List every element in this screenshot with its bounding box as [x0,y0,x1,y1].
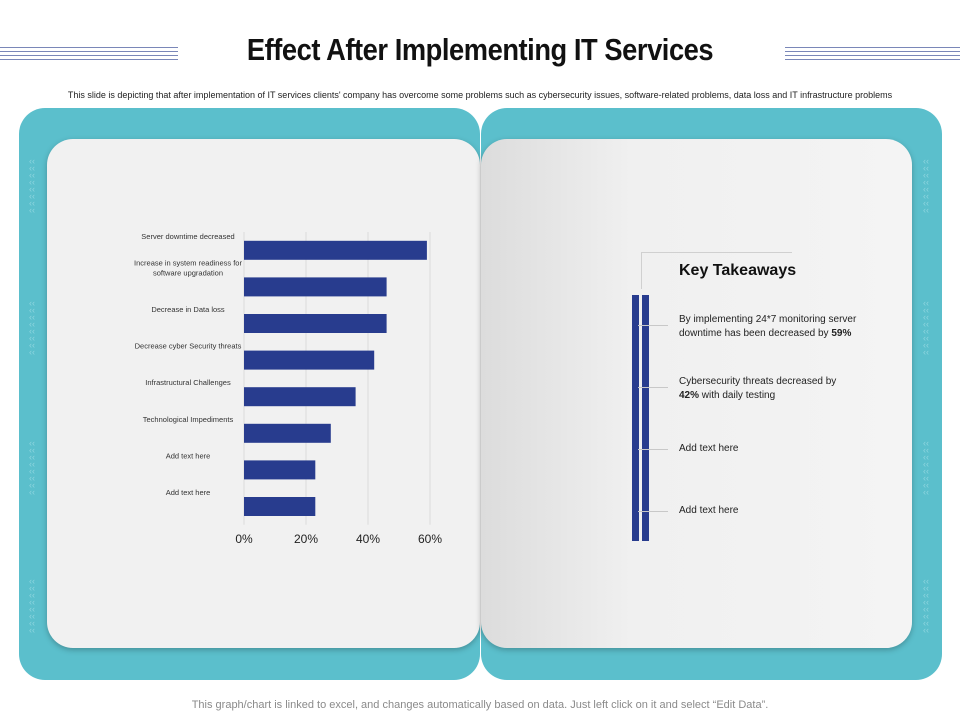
bar [244,240,427,260]
takeaway-item-3: Add text here [679,443,739,454]
takeaways-frame [641,252,792,289]
x-tick-label: 40% [356,532,380,546]
connector-line [638,511,668,512]
takeaway-item-4: Add text here [679,505,739,516]
page-subtitle: This slide is depicting that after imple… [67,90,893,100]
takeaway-1-text: By implementing 24*7 monitoring server d… [679,314,857,339]
category-label: Infrastructural Challenges [145,378,231,387]
x-tick-label: 20% [294,532,318,546]
category-label: Increase in system readiness for [134,258,242,267]
category-label: Add text here [166,451,211,460]
bar [244,497,316,516]
chevron-decoration-icon: ‹‹ ‹‹ ‹‹ ‹‹ ‹‹ ‹‹ ‹‹ ‹‹ [29,438,35,497]
chevron-decoration-icon: ‹‹ ‹‹ ‹‹ ‹‹ ‹‹ ‹‹ ‹‹ ‹‹ [29,576,35,635]
category-label: Technological Impediments [143,415,234,424]
takeaways-page [481,139,912,648]
title-decoration-left [0,47,178,61]
title-decoration-right [785,47,960,61]
category-label: software upgradation [153,268,223,277]
chevron-decoration-icon: ‹‹ ‹‹ ‹‹ ‹‹ ‹‹ ‹‹ ‹‹ ‹‹ [923,438,929,497]
takeaway-1-value: 59% [831,328,852,339]
connector-line [638,325,668,326]
takeaway-2-text-post: with daily testing [699,390,776,401]
bar-chart[interactable]: 0% 20% 40% 60% Server downtime decreased Incr… [60,220,470,560]
takeaway-2-value: 42% [679,390,700,401]
connector-line [638,387,668,388]
bar [244,277,387,297]
page-title: Effect After Implementing IT Services [246,32,714,67]
connector-line [638,449,668,450]
takeaways-title: Key Takeaways [679,262,797,279]
timeline-bar-right [642,295,649,541]
bar [244,387,356,407]
chevron-decoration-icon: ‹‹ ‹‹ ‹‹ ‹‹ ‹‹ ‹‹ ‹‹ ‹‹ [923,298,929,357]
category-label: Server downtime decreased [141,232,234,241]
category-label: Add text here [166,488,211,497]
x-tick-label: 0% [235,532,253,546]
timeline-bar-left [632,295,639,541]
chevron-decoration-icon: ‹‹ ‹‹ ‹‹ ‹‹ ‹‹ ‹‹ ‹‹ ‹‹ [29,156,35,215]
chevron-decoration-icon: ‹‹ ‹‹ ‹‹ ‹‹ ‹‹ ‹‹ ‹‹ ‹‹ [29,298,35,357]
chevron-decoration-icon: ‹‹ ‹‹ ‹‹ ‹‹ ‹‹ ‹‹ ‹‹ ‹‹ [923,156,929,215]
bar [244,460,316,480]
bar [244,350,375,370]
x-tick-label: 60% [418,532,442,546]
category-label: Decrease cyber Security threats [135,342,242,351]
takeaway-item-1: By implementing 24*7 monitoring server d… [679,313,889,341]
bar [244,423,331,443]
takeaway-item-2: Cybersecurity threats decreased by 42% w… [679,375,889,403]
chevron-decoration-icon: ‹‹ ‹‹ ‹‹ ‹‹ ‹‹ ‹‹ ‹‹ ‹‹ [923,576,929,635]
takeaway-2-text-pre: Cybersecurity threats decreased by [679,376,837,387]
category-label: Decrease in Data loss [151,305,225,314]
bar [244,314,387,333]
footer-note: This graph/chart is linked to excel, and… [191,699,769,711]
